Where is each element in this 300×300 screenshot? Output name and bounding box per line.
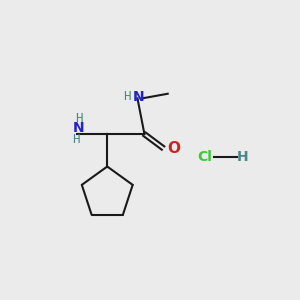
Text: O: O [167, 140, 180, 155]
Text: N: N [133, 90, 145, 104]
Text: H: H [72, 134, 80, 146]
Text: H: H [123, 90, 131, 103]
Text: H: H [236, 150, 248, 164]
Text: N: N [72, 122, 84, 135]
Text: H: H [76, 112, 83, 124]
Text: Cl: Cl [197, 150, 212, 164]
